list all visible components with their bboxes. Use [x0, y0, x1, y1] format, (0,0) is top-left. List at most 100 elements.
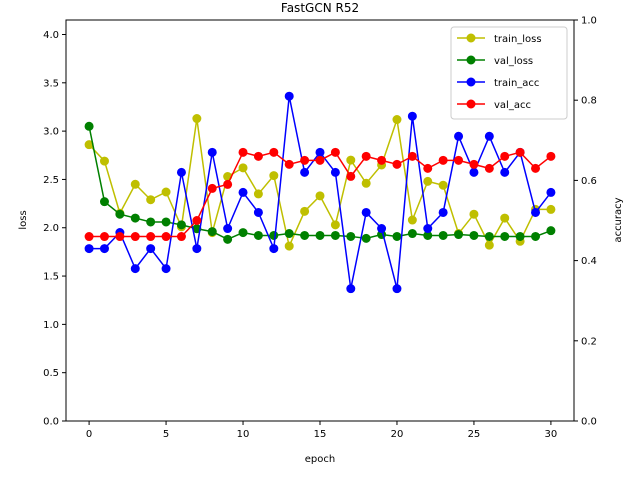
data-point-train_acc — [454, 131, 464, 141]
data-point-val_loss — [407, 229, 417, 239]
data-point-train_acc — [377, 224, 387, 234]
data-point-val_loss — [84, 121, 94, 131]
data-point-val_acc — [161, 232, 171, 242]
data-point-val_acc — [469, 159, 479, 169]
data-point-val_acc — [515, 147, 525, 157]
legend-marker-val_acc — [466, 99, 476, 109]
data-point-train_acc — [438, 207, 448, 217]
data-point-val_loss — [484, 231, 494, 241]
data-point-val_loss — [253, 230, 263, 240]
x-tick-label: 25 — [468, 429, 481, 440]
data-point-train_loss — [253, 189, 263, 199]
data-point-val_acc — [454, 155, 464, 165]
data-point-train_loss — [346, 155, 356, 165]
legend: train_loss val_loss train_acc val_acc — [450, 26, 568, 120]
data-point-val_acc — [531, 163, 541, 173]
data-point-val_acc — [361, 151, 371, 161]
data-point-train_acc — [84, 244, 94, 254]
data-point-val_loss — [531, 231, 541, 241]
data-point-train_loss — [192, 114, 202, 124]
y-tick-label: 1.0 — [43, 320, 59, 331]
x-tick-label: 10 — [237, 429, 250, 440]
data-point-val_acc — [84, 232, 94, 242]
data-point-val_loss — [284, 229, 294, 239]
data-point-train_acc — [346, 284, 356, 294]
y2-tick-label: 1.0 — [581, 16, 597, 27]
legend-label-train_loss: train_loss — [494, 34, 542, 45]
data-point-train_acc — [238, 187, 248, 197]
legend-box — [450, 26, 568, 120]
y2-tick-label: 0.0 — [581, 417, 597, 428]
legend-label-val_loss: val_loss — [494, 56, 533, 67]
data-point-train_loss — [392, 115, 402, 125]
data-point-train_acc — [315, 147, 325, 157]
data-point-val_acc — [500, 151, 510, 161]
data-point-val_loss — [207, 227, 217, 237]
y-tick-label: 0.0 — [43, 417, 59, 428]
data-point-train_acc — [484, 131, 494, 141]
data-point-val_acc — [315, 155, 325, 165]
data-point-val_acc — [207, 183, 217, 193]
plot-area: 0 5 10 15 20 25 30 0.0 0.5 1.0 1.5 2.0 2.5 3.0 3.5 4.0 0… — [43, 16, 597, 441]
y-tick-label: 0.5 — [43, 368, 59, 379]
data-point-val_acc — [438, 155, 448, 165]
data-point-train_acc — [546, 187, 556, 197]
data-point-val_loss — [238, 228, 248, 238]
x-tick-label: 5 — [163, 429, 169, 440]
data-point-val_acc — [284, 159, 294, 169]
data-point-val_loss — [330, 230, 340, 240]
data-point-train_acc — [146, 244, 156, 254]
x-tick-label: 20 — [391, 429, 404, 440]
data-point-train_loss — [361, 178, 371, 188]
data-point-train_loss — [146, 195, 156, 205]
data-point-train_loss — [407, 215, 417, 225]
data-point-val_acc — [392, 159, 402, 169]
data-point-val_loss — [146, 217, 156, 227]
data-point-val_acc — [146, 232, 156, 242]
data-point-val_loss — [115, 209, 125, 219]
data-point-train_loss — [423, 176, 433, 186]
data-point-val_acc — [423, 163, 433, 173]
data-point-train_acc — [269, 244, 279, 254]
y-axis-label: loss — [18, 210, 29, 229]
legend-marker-val_loss — [466, 55, 476, 65]
data-point-train_acc — [330, 167, 340, 177]
data-point-val_acc — [407, 151, 417, 161]
data-point-val_acc — [238, 147, 248, 157]
data-point-val_loss — [500, 231, 510, 241]
y2-tick-label: 0.4 — [581, 256, 597, 267]
legend-label-val_acc: val_acc — [494, 100, 531, 111]
data-point-val_acc — [330, 147, 340, 157]
data-point-train_loss — [438, 180, 448, 190]
x-tick-label: 30 — [545, 429, 558, 440]
data-point-val_acc — [346, 171, 356, 181]
data-point-train_loss — [300, 206, 310, 216]
data-point-val_loss — [454, 230, 464, 240]
data-point-train_loss — [238, 163, 248, 173]
data-point-val_acc — [300, 155, 310, 165]
data-point-train_acc — [99, 244, 109, 254]
legend-marker-train_acc — [466, 77, 476, 87]
data-point-val_loss — [346, 231, 356, 241]
data-point-val_acc — [377, 155, 387, 165]
data-point-train_acc — [284, 91, 294, 101]
data-point-train_loss — [99, 156, 109, 166]
data-point-train_loss — [284, 241, 294, 251]
data-point-train_acc — [207, 147, 217, 157]
data-point-train_acc — [531, 207, 541, 217]
data-point-train_loss — [500, 213, 510, 223]
legend-label-train_acc: train_acc — [494, 78, 539, 89]
y-tick-label: 4.0 — [43, 30, 59, 41]
data-point-train_acc — [223, 224, 233, 234]
data-point-train_acc — [361, 207, 371, 217]
data-point-train_acc — [407, 111, 417, 121]
data-point-val_loss — [176, 220, 186, 230]
data-point-val_acc — [130, 232, 140, 242]
data-point-val_acc — [269, 147, 279, 157]
data-point-val_acc — [99, 232, 109, 242]
data-point-train_loss — [546, 204, 556, 214]
data-point-train_acc — [469, 167, 479, 177]
data-point-train_loss — [330, 220, 340, 230]
data-point-val_loss — [269, 230, 279, 240]
y2-tick-label: 0.6 — [581, 176, 597, 187]
